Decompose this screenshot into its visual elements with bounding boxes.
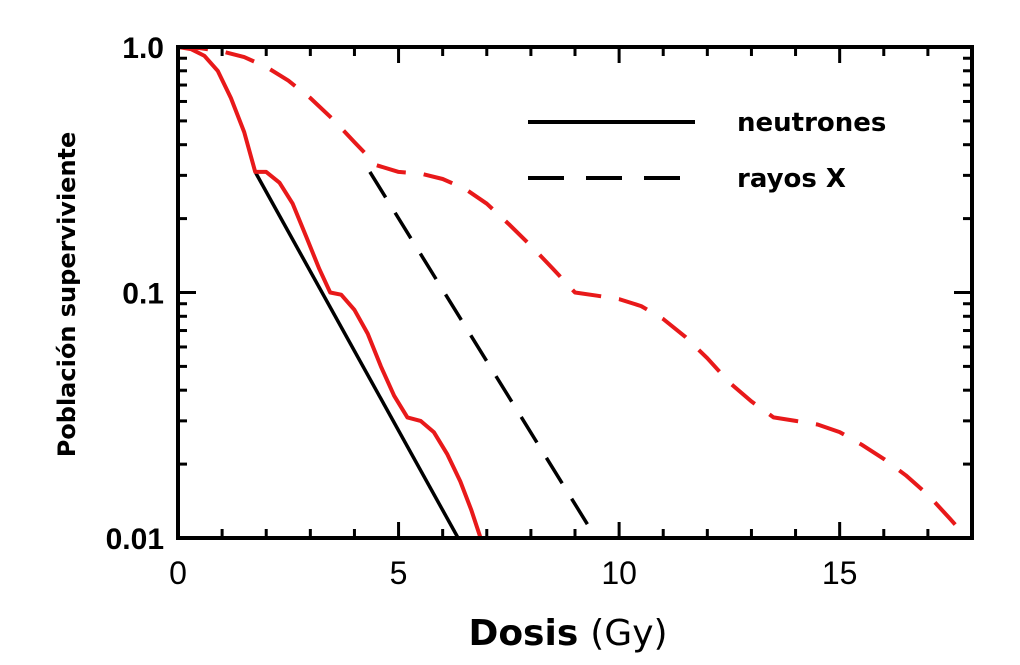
x-tick-label: 10	[601, 555, 637, 591]
series-rayos-x-black	[368, 170, 598, 538]
y-tick-label: 1.0	[122, 32, 164, 65]
x-axis-label: Dosis (Gy)	[468, 613, 667, 654]
series-neutrones-black	[253, 171, 460, 538]
x-tick-label: 5	[390, 555, 408, 591]
y-tick-label: 0.1	[122, 278, 164, 311]
legend-label-rayos-x: rayos X	[737, 164, 846, 194]
y-axis-label: Población superviviente	[53, 132, 81, 458]
plot-frame	[176, 45, 974, 540]
x-tick-label: 15	[822, 555, 858, 591]
tick-labels: 0 5 10 15 0.01 0.1 1.0	[106, 32, 858, 591]
series-rayos-x-red	[178, 47, 970, 538]
legend: neutrones rayos X	[528, 108, 886, 194]
series-layer	[178, 47, 970, 538]
legend-label-neutrones: neutrones	[737, 108, 886, 138]
x-tick-label: 0	[169, 555, 187, 591]
x-axis-label-main: Dosis	[468, 613, 578, 654]
series-neutrones-red	[178, 47, 483, 538]
y-tick-label: 0.01	[106, 523, 164, 556]
x-axis-label-unit: (Gy)	[590, 613, 667, 654]
